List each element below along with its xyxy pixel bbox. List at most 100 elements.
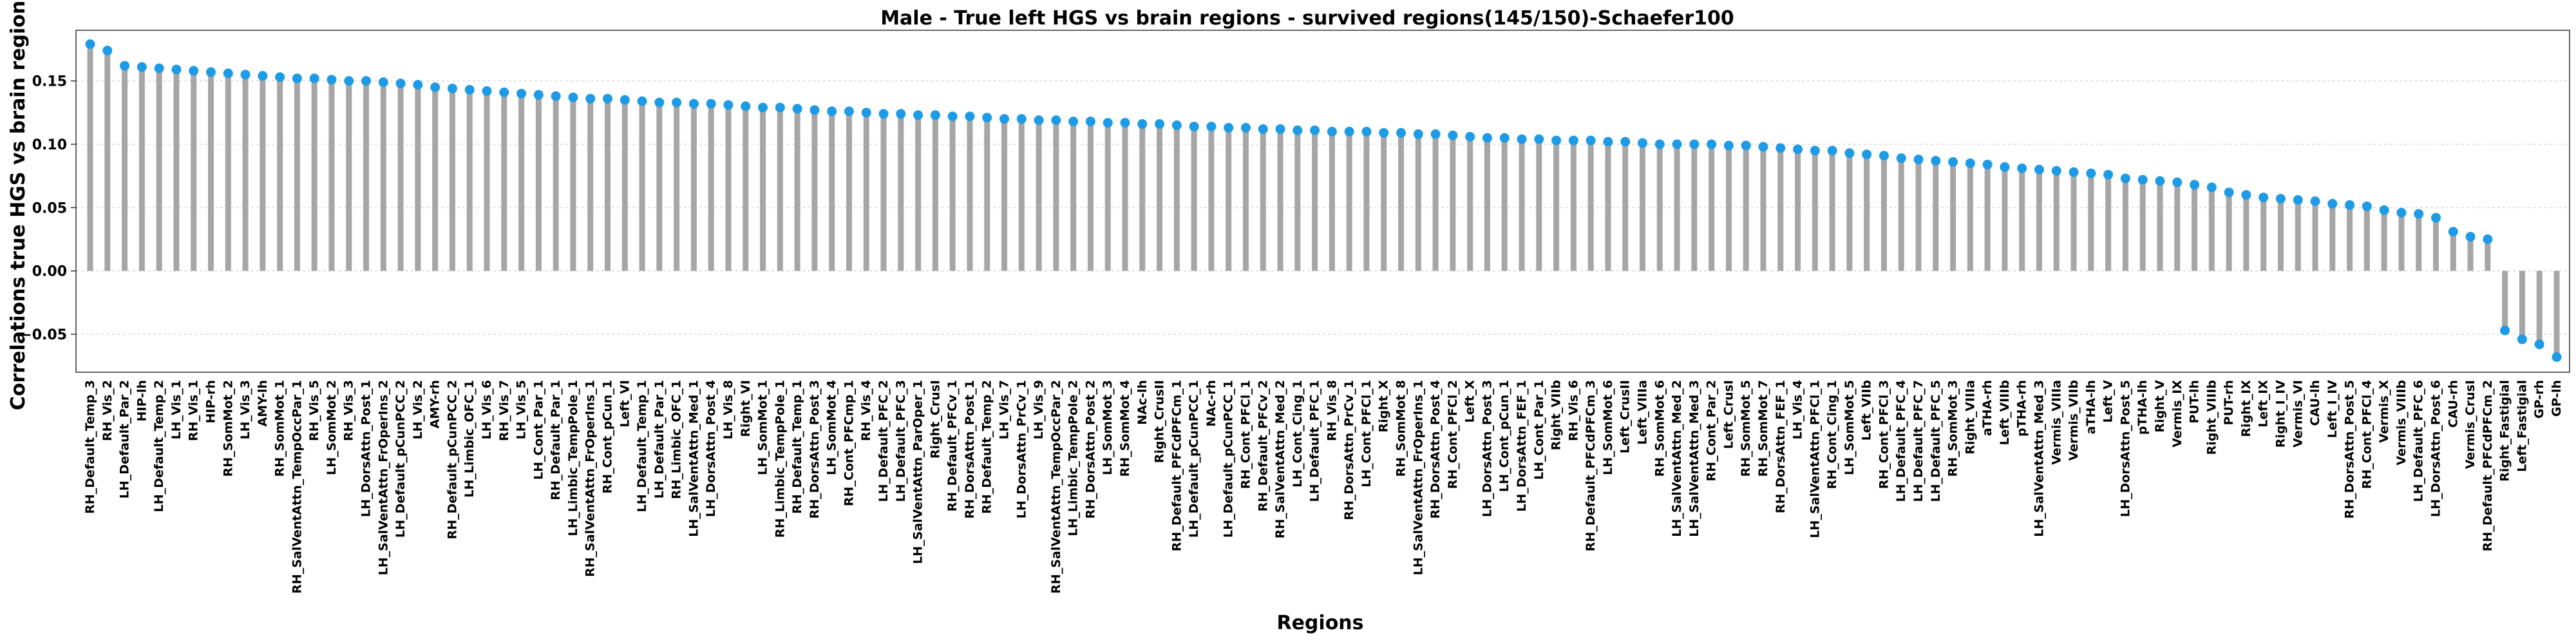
lollipop-marker xyxy=(1551,135,1562,146)
lollipop-marker xyxy=(2500,325,2510,336)
lollipop-marker xyxy=(1189,121,1199,131)
lollipop-marker xyxy=(1586,135,1596,146)
x-tick-label: Left_VIIIb xyxy=(1998,380,2012,445)
lollipop-marker xyxy=(2552,352,2562,362)
lollipop-marker xyxy=(1034,115,1044,126)
lollipop-marker xyxy=(1499,133,1510,143)
x-tick-label: LH_DorsAttn_Post_6 xyxy=(2429,380,2443,517)
lollipop-marker xyxy=(2414,209,2424,219)
x-tick-label: LH_Default_PFC_4 xyxy=(1894,380,1908,502)
lollipop-marker xyxy=(1637,138,1647,148)
x-tick-label: RH_Default_PFCdPFCm_3 xyxy=(1584,380,1598,551)
x-tick-label: LH_Cont_Par_1 xyxy=(1532,380,1546,480)
y-axis-label: Correlations true HGS vs brain regions xyxy=(7,0,30,410)
x-tick-label: RH_Cont_PFCl_3 xyxy=(1877,380,1891,489)
x-tick-label: LH_Vis_5 xyxy=(515,380,529,439)
x-tick-label: LH_Vis_6 xyxy=(480,380,494,439)
lollipop-marker xyxy=(292,73,302,84)
lollipop-marker xyxy=(1689,139,1700,149)
x-tick-label: Left_VIIIa xyxy=(1635,380,1649,445)
x-tick-label: LH_Limbic_TempPole_1 xyxy=(566,380,580,536)
x-tick-label: RH_Cont_PFCmp_1 xyxy=(842,380,856,506)
lollipop-marker xyxy=(999,114,1010,124)
x-axis-label: Regions xyxy=(1276,612,1363,634)
lollipop-marker xyxy=(1862,149,1872,160)
lollipop-marker xyxy=(2483,234,2493,244)
x-tick-label: RH_SomMot_5 xyxy=(1739,380,1753,477)
x-tick-label: LH_DorsAttn_PrCv_1 xyxy=(1014,380,1028,518)
lollipop-marker xyxy=(1603,137,1613,147)
x-tick-label: LH_SalVentAttn_Med_2 xyxy=(1670,380,1684,537)
lollipop-marker xyxy=(2327,198,2338,209)
lollipop-marker xyxy=(1448,130,1458,140)
x-tick-label: Left_IX xyxy=(2257,380,2271,428)
lollipop-marker xyxy=(2310,196,2320,206)
lollipop-marker xyxy=(1293,125,1303,135)
x-tick-label: RH_Cont_pCun_1 xyxy=(600,380,614,493)
lollipop-marker xyxy=(1948,157,1958,167)
x-tick-label: Right_IX xyxy=(2239,380,2253,437)
lollipop-marker xyxy=(1776,143,1786,153)
x-tick-label: Right_VIIIa xyxy=(1963,380,1977,455)
lollipop-marker xyxy=(2190,180,2200,190)
lollipop-marker xyxy=(1465,131,1475,142)
x-tick-label: LH_SomMot_2 xyxy=(325,380,339,475)
lollipop-marker xyxy=(637,96,647,106)
y-tick-label: 0.00 xyxy=(32,264,67,280)
lollipop-marker xyxy=(1344,126,1354,137)
lollipop-marker xyxy=(2000,162,2010,172)
lollipop-marker xyxy=(2086,168,2096,178)
x-tick-label: Right_CrusII xyxy=(1153,380,1167,463)
lollipop-marker xyxy=(827,106,837,117)
lollipop-marker xyxy=(878,109,889,119)
lollipop-marker xyxy=(2069,167,2079,177)
x-tick-label: Right_Fastigial xyxy=(2498,380,2512,482)
lollipop-stems xyxy=(87,44,2560,357)
lollipop-marker xyxy=(2120,173,2130,184)
y-tick-label: 0.05 xyxy=(32,200,67,216)
lollipop-marker xyxy=(154,63,164,73)
y-tick-label: 0.15 xyxy=(32,74,67,90)
lollipop-marker xyxy=(1982,159,1993,169)
lollipop-marker xyxy=(464,84,475,95)
lollipop-marker xyxy=(2379,205,2389,215)
x-tick-label: LH_SomMot_6 xyxy=(1601,380,1615,475)
lollipop-marker xyxy=(2293,195,2303,205)
y-tick-label: 0.10 xyxy=(32,137,67,153)
x-tick-label: RH_Cont_PFCl_2 xyxy=(1446,380,1460,489)
x-tick-label: RH_DorsAttn_Post_3 xyxy=(808,380,822,519)
lollipop-marker xyxy=(120,61,130,71)
lollipop-marker xyxy=(1361,126,1372,137)
lollipop-marker xyxy=(258,71,268,81)
x-tick-label: LH_SomMot_3 xyxy=(1101,380,1115,475)
lollipop-marker xyxy=(1016,114,1027,124)
x-tick-label: RH_Vis_4 xyxy=(859,380,873,441)
lollipop-marker xyxy=(844,106,854,117)
x-tick-label: LH_Default_PFC_5 xyxy=(1929,380,1943,502)
x-tick-label: aTHA-rh xyxy=(1980,380,1994,436)
x-tick-label: CAU-lh xyxy=(2308,380,2322,426)
lollipop-marker xyxy=(1810,146,1820,156)
x-tick-label: RH_Cont_Par_2 xyxy=(1705,380,1719,481)
plot-frame xyxy=(75,30,2570,373)
lollipop-marker xyxy=(1413,129,1423,139)
x-tick-label: LH_SalVentAttn_Med_1 xyxy=(687,380,701,537)
lollipop-marker xyxy=(1051,115,1061,126)
x-tick-label: RH_Vis_6 xyxy=(1566,380,1580,441)
lollipop-marker xyxy=(775,102,785,113)
lollipop-marker xyxy=(1275,124,1285,134)
lollipop-marker xyxy=(965,111,975,122)
x-tick-label: LH_Vis_4 xyxy=(1791,380,1805,439)
lollipop-marker xyxy=(309,73,319,84)
x-tick-label: Vermis_VI xyxy=(2291,380,2305,448)
lollipop-marker xyxy=(2534,339,2544,350)
lollipop-marker xyxy=(1068,117,1079,127)
x-tick-label: aTHA-lh xyxy=(2084,380,2098,434)
x-tick-label: RH_DorsAttn_FEF_1 xyxy=(1774,380,1788,513)
lollipop-marker xyxy=(1707,139,1717,149)
x-tick-label: LH_Cont_Cing_1 xyxy=(1291,380,1305,488)
lollipop-marker xyxy=(2396,207,2407,218)
x-tick-label: RH_Default_Temp_2 xyxy=(980,380,994,514)
lollipop-marker xyxy=(1827,146,1837,156)
